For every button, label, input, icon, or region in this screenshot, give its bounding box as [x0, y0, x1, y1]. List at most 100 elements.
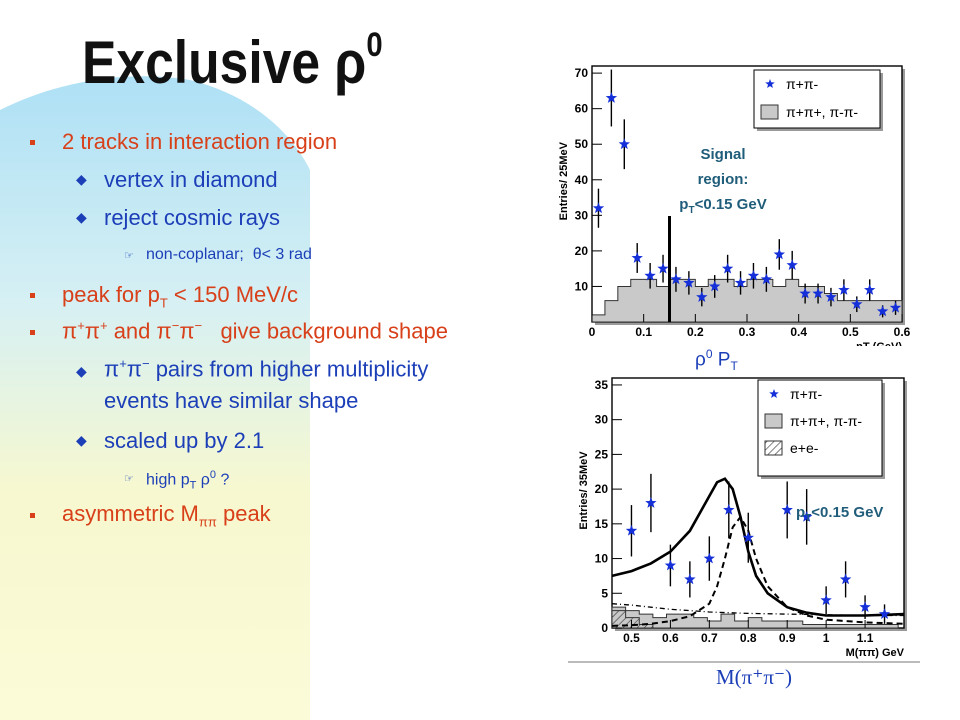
- histogram-like-sign: [611, 606, 899, 629]
- data-point: [786, 259, 798, 270]
- bullet-marker: ◆: [76, 432, 87, 448]
- legend-label: π+π+, π-π-: [786, 104, 858, 120]
- y-tick-label: 40: [575, 173, 589, 187]
- x-tick-label: 0.5: [623, 631, 640, 645]
- y-axis-label: Entries/ 35MeV: [578, 451, 590, 530]
- y-tick-label: 30: [575, 208, 589, 222]
- data-point: [773, 248, 785, 260]
- data-point: [721, 262, 734, 274]
- curve-background: [611, 603, 904, 617]
- x-tick-label: 0.1: [635, 325, 652, 339]
- y-tick-label: 25: [595, 447, 609, 461]
- bullet-marker: ☞: [124, 250, 134, 262]
- data-point: [825, 291, 837, 302]
- data-point: [760, 273, 773, 285]
- bullet-marker: [30, 330, 35, 335]
- bullet-asymmetric: asymmetric Mππ peak: [62, 501, 271, 530]
- legend-label: e+e-: [790, 440, 819, 456]
- data-point: [644, 269, 656, 281]
- data-point: [657, 262, 669, 274]
- data-point: [683, 276, 695, 288]
- bullet-tracks: 2 tracks in interaction region: [62, 129, 338, 154]
- data-point: [723, 503, 735, 515]
- y-tick-label: 0: [601, 621, 608, 635]
- y-tick-label: 20: [575, 244, 589, 258]
- bullet-cosmic: reject cosmic rays: [104, 205, 281, 230]
- x-tick-label: 0.4: [790, 325, 807, 339]
- data-point: [742, 531, 754, 543]
- bullet-pairs: π+π− pairs from higher multiplicity: [104, 356, 429, 382]
- y-tick-label: 20: [595, 482, 609, 496]
- y-tick-label: 35: [595, 378, 609, 392]
- data-point: [645, 497, 657, 508]
- y-tick-label: 5: [601, 586, 608, 600]
- bullet-marker: ◆: [76, 209, 87, 225]
- data-point: [618, 138, 630, 150]
- bullet-scaled: scaled up by 2.1: [104, 428, 265, 453]
- y-tick-label: 10: [595, 552, 609, 566]
- data-point: [747, 269, 760, 281]
- signal-region-label: region:: [698, 171, 749, 188]
- x-tick-label: 1.1: [857, 631, 874, 645]
- x-axis-label: pT (GeV): [856, 341, 902, 346]
- y-axis-label: Entries/ 25MeV: [558, 141, 570, 220]
- x-tick-label: 0.8: [740, 631, 757, 645]
- bullet-marker: [30, 293, 35, 298]
- x-tick-label: 0.3: [739, 325, 756, 339]
- x-axis-label: M(ππ) GeV: [846, 647, 905, 659]
- bullet-high-pt: high pT ρ0 ?: [146, 469, 230, 492]
- data-point: [734, 276, 747, 288]
- y-tick-label: 60: [575, 102, 589, 116]
- data-point: [864, 284, 876, 295]
- legend-marker: [769, 389, 779, 398]
- bullet-marker: [30, 513, 35, 518]
- curve-resonance: [611, 515, 905, 627]
- x-tick-label: 0.9: [779, 631, 796, 645]
- x-tick-label: 0.5: [842, 325, 859, 339]
- data-point: [625, 524, 638, 536]
- y-tick-label: 15: [595, 517, 609, 531]
- data-point: [631, 252, 643, 263]
- x-tick-label: 0: [589, 325, 596, 339]
- bullet-peak: peak for pT < 150 MeV/c: [62, 282, 299, 311]
- data-point: [670, 273, 682, 285]
- slide-title: Exclusive ρ0: [82, 26, 383, 96]
- legend-label: π+π-: [790, 386, 822, 402]
- data-point: [605, 92, 618, 103]
- signal-region-label: Signal: [700, 146, 745, 163]
- bullet-marker: ◆: [76, 171, 87, 187]
- pt-caption: ρ0 PT: [695, 347, 738, 374]
- legend-swatch: [760, 104, 779, 120]
- data-point: [781, 503, 793, 515]
- curve-fit: [611, 477, 905, 617]
- legend-swatch: [764, 413, 783, 429]
- data-point: [696, 291, 708, 302]
- legend-marker: [765, 79, 775, 88]
- data-point: [709, 280, 721, 292]
- data-point: [838, 284, 850, 295]
- x-tick-label: 0.6: [894, 325, 911, 339]
- x-tick-label: 1: [823, 631, 830, 645]
- mass-cut-label: pT<0.15 GeV: [796, 504, 883, 524]
- bullet-coplanar: non-coplanar; θ< 3 rad: [146, 246, 312, 263]
- data-point: [799, 287, 811, 299]
- data-point: [801, 510, 813, 522]
- data-point: [859, 601, 871, 612]
- pt-distribution-chart: 0 0.1 0.2 0.3 0.4 0.5 0.6 10 20 30 40 50 60 70 pT (GeV…: [558, 65, 911, 346]
- bullet-list: 2 tracks in interaction region ◆ vertex …: [30, 129, 448, 530]
- data-point: [820, 594, 832, 606]
- legend-label: π+π+, π-π-: [790, 413, 862, 429]
- data-point: [664, 559, 677, 571]
- x-tick-label: 0.6: [662, 631, 679, 645]
- mass-caption: M(π⁺π⁻): [716, 665, 793, 689]
- data-point: [812, 287, 824, 299]
- data-point: [889, 301, 902, 313]
- bullet-pairs-continued: events have similar shape: [104, 388, 359, 413]
- legend-label: π+π-: [786, 76, 818, 92]
- x-tick-label: 0.7: [701, 631, 718, 645]
- data-point: [684, 573, 696, 585]
- data-point: [703, 552, 715, 564]
- y-tick-label: 30: [595, 413, 609, 427]
- data-point: [839, 573, 852, 585]
- data-point: [876, 305, 889, 317]
